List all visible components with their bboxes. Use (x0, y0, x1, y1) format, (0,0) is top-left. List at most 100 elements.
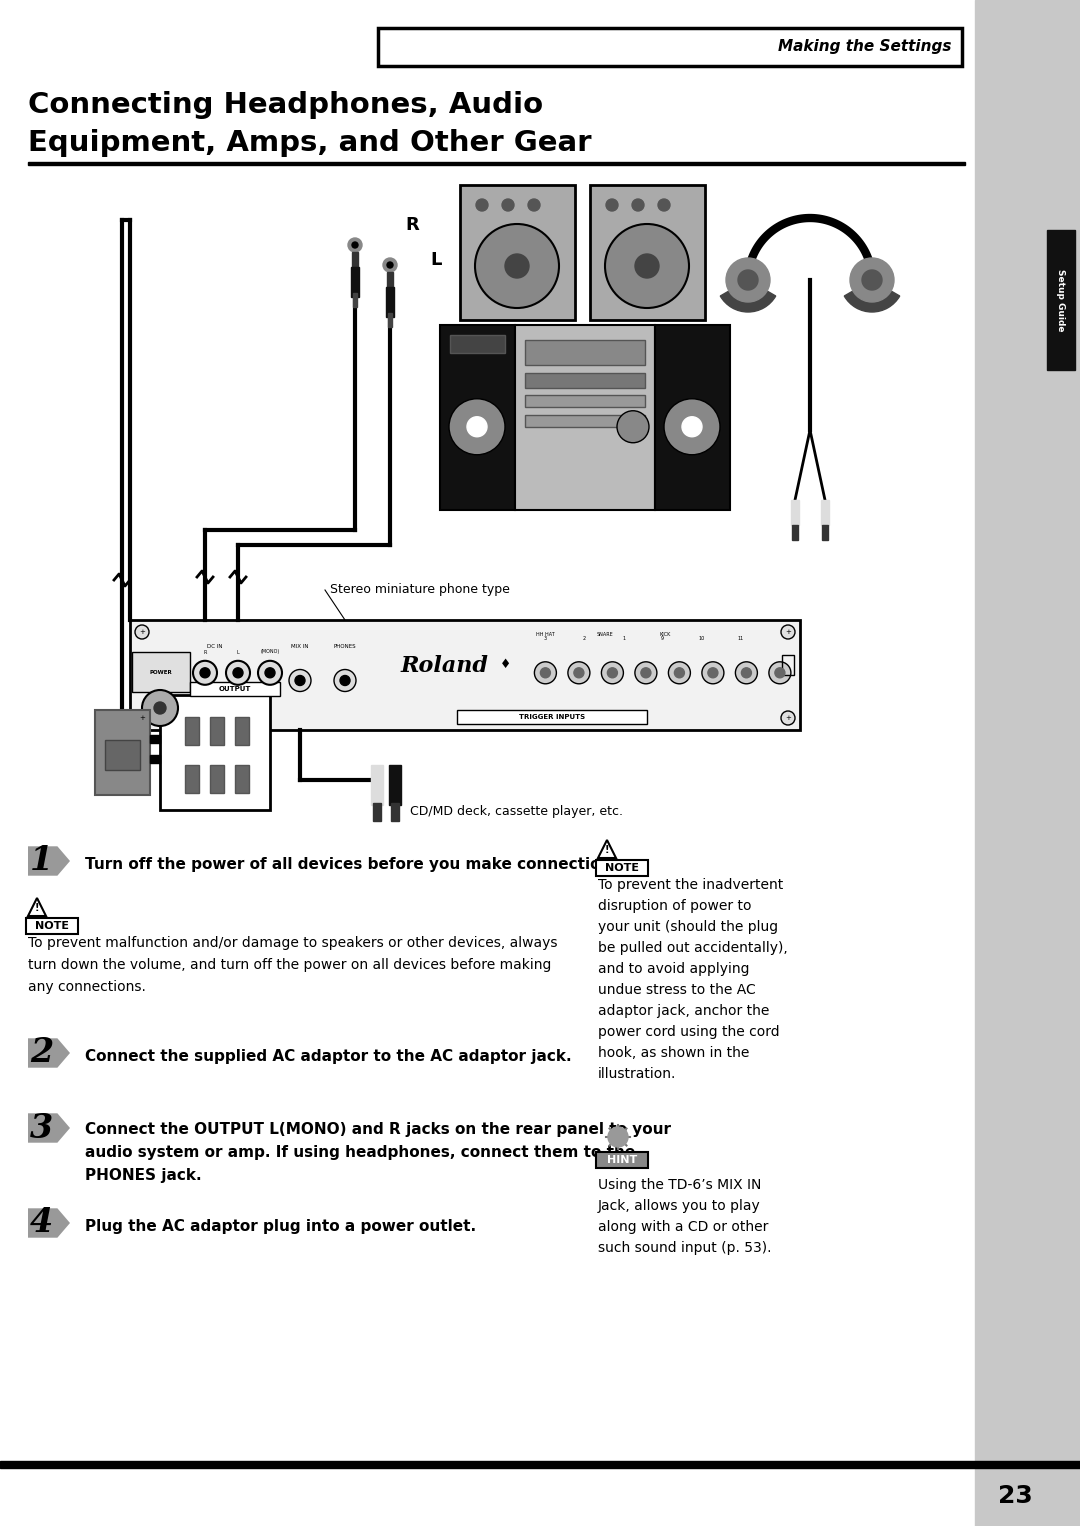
Bar (210, 717, 224, 745)
Circle shape (635, 253, 659, 278)
Bar (190, 682, 280, 696)
Bar (26, 919, 78, 934)
Text: Connect the supplied AC adaptor to the AC adaptor jack.: Connect the supplied AC adaptor to the A… (85, 1050, 571, 1065)
Bar (210, 765, 224, 794)
Text: adaptor jack, anchor the: adaptor jack, anchor the (598, 1004, 769, 1018)
Wedge shape (845, 279, 900, 311)
Text: CD/MD deck, cassette player, etc.: CD/MD deck, cassette player, etc. (410, 806, 623, 818)
Bar (378, 27, 962, 66)
Bar (352, 252, 357, 270)
Bar (525, 415, 645, 427)
Text: 2: 2 (30, 1036, 53, 1070)
Bar (353, 293, 357, 307)
Text: hook, as shown in the: hook, as shown in the (598, 1045, 750, 1061)
Circle shape (502, 198, 514, 211)
Bar (782, 655, 794, 674)
Circle shape (702, 662, 724, 684)
Circle shape (769, 662, 791, 684)
Text: such sound input (p. 53).: such sound input (p. 53). (598, 1241, 771, 1254)
Bar (0, 1460, 1080, 1468)
Bar (373, 803, 381, 821)
Bar (185, 765, 199, 794)
Circle shape (200, 668, 210, 678)
Text: To prevent malfunction and/or damage to speakers or other devices, always: To prevent malfunction and/or damage to … (28, 935, 557, 951)
Text: 3: 3 (30, 1111, 53, 1144)
Circle shape (383, 258, 397, 272)
Circle shape (573, 668, 584, 678)
Circle shape (387, 262, 393, 269)
Text: Roland: Roland (401, 655, 489, 678)
Text: Turn off the power of all devices before you make connections.: Turn off the power of all devices before… (85, 858, 626, 873)
Circle shape (295, 676, 305, 685)
Circle shape (781, 626, 795, 639)
Text: R: R (405, 217, 419, 233)
Text: Making the Settings: Making the Settings (779, 40, 951, 55)
Text: 23: 23 (998, 1483, 1032, 1508)
Text: +: + (139, 629, 145, 635)
Bar (28, 162, 966, 165)
Text: undue stress to the AC: undue stress to the AC (598, 983, 756, 996)
Text: MIX IN: MIX IN (292, 644, 309, 649)
Text: 3: 3 (544, 635, 546, 641)
Circle shape (664, 398, 720, 455)
Text: ♦: ♦ (500, 658, 511, 670)
Text: +: + (785, 629, 791, 635)
Circle shape (233, 668, 243, 678)
Text: any connections.: any connections. (28, 980, 146, 993)
Bar (1047, 230, 1075, 369)
Bar (460, 185, 575, 320)
Text: 11: 11 (738, 635, 744, 641)
Circle shape (617, 410, 649, 443)
Bar (596, 1152, 648, 1167)
Text: turn down the volume, and turn off the power on all devices before making: turn down the volume, and turn off the p… (28, 958, 552, 972)
Text: PHONES: PHONES (334, 644, 356, 649)
Text: To prevent the inadvertent: To prevent the inadvertent (598, 877, 783, 893)
Bar (160, 694, 270, 810)
Circle shape (602, 662, 623, 684)
Circle shape (862, 270, 882, 290)
Bar (388, 313, 392, 327)
Circle shape (340, 676, 350, 685)
Bar (525, 340, 645, 365)
Bar (457, 710, 647, 723)
Text: R: R (203, 650, 206, 655)
Bar (975, 0, 1080, 1526)
Text: 2: 2 (583, 635, 586, 641)
Text: be pulled out accidentally),: be pulled out accidentally), (598, 942, 787, 955)
Polygon shape (28, 847, 70, 876)
Circle shape (135, 626, 149, 639)
Bar (822, 525, 828, 540)
Circle shape (528, 198, 540, 211)
Polygon shape (28, 1114, 70, 1143)
Circle shape (640, 668, 651, 678)
Bar (450, 336, 505, 353)
Circle shape (568, 662, 590, 684)
Text: disruption of power to: disruption of power to (598, 899, 752, 913)
Circle shape (475, 224, 559, 308)
Bar (525, 372, 645, 388)
Bar (654, 325, 730, 510)
Bar (596, 861, 648, 876)
Circle shape (476, 198, 488, 211)
Circle shape (608, 1128, 627, 1148)
Text: along with a CD or other: along with a CD or other (598, 1219, 768, 1235)
Circle shape (135, 711, 149, 725)
Text: Using the TD-6’s MIX IN: Using the TD-6’s MIX IN (598, 1178, 761, 1192)
Text: illustration.: illustration. (598, 1067, 676, 1080)
Text: Setup Guide: Setup Guide (1056, 269, 1066, 331)
Text: Equipment, Amps, and Other Gear: Equipment, Amps, and Other Gear (28, 130, 592, 157)
Bar (185, 717, 199, 745)
Text: (MONO): (MONO) (260, 650, 280, 655)
Circle shape (635, 662, 657, 684)
Circle shape (607, 668, 618, 678)
Text: DC IN: DC IN (207, 644, 222, 649)
Text: !: ! (605, 845, 609, 855)
Bar (150, 736, 160, 743)
Text: PHONES jack.: PHONES jack. (85, 1167, 202, 1183)
Bar (130, 620, 800, 729)
Circle shape (265, 668, 275, 678)
Circle shape (658, 198, 670, 211)
Bar (515, 325, 654, 510)
Circle shape (540, 668, 551, 678)
Polygon shape (28, 1209, 70, 1238)
